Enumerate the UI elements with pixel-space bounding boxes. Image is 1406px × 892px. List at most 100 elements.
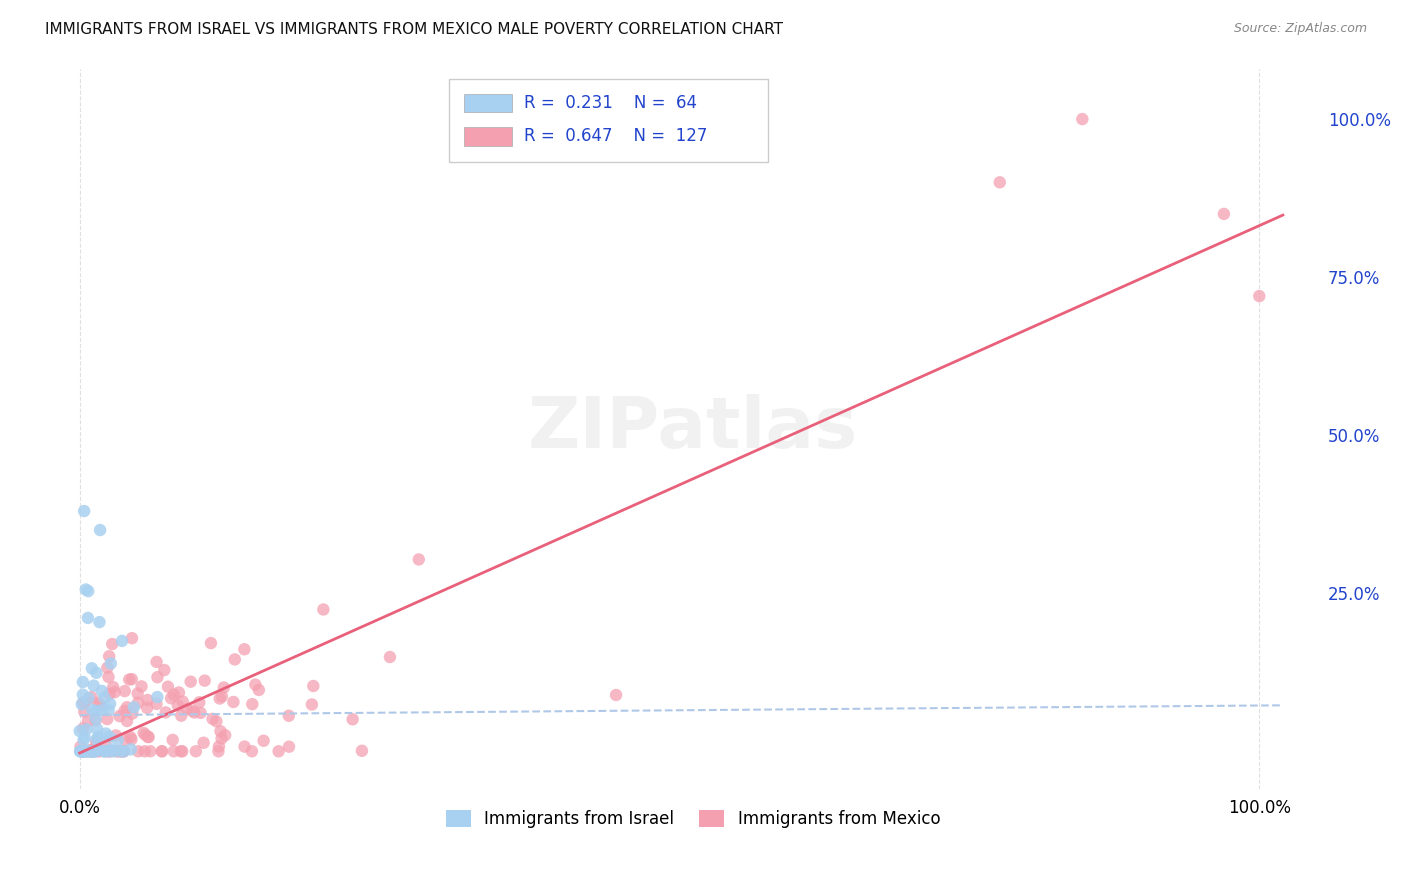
Point	[69, 744, 91, 758]
Point	[72, 733, 94, 747]
Point	[176, 702, 198, 716]
Point	[120, 730, 142, 744]
Point	[69, 724, 91, 739]
Text: Source: ZipAtlas.com: Source: ZipAtlas.com	[1233, 22, 1367, 36]
Point	[139, 744, 162, 758]
Point	[190, 706, 212, 720]
FancyBboxPatch shape	[464, 127, 512, 145]
Point	[80, 690, 103, 705]
Point	[170, 708, 193, 723]
Point	[111, 634, 134, 648]
Point	[76, 744, 98, 758]
Point	[205, 714, 228, 729]
Point	[201, 712, 224, 726]
Point	[100, 657, 122, 671]
Point	[145, 697, 167, 711]
Point	[93, 744, 115, 758]
Point	[86, 722, 108, 736]
FancyBboxPatch shape	[464, 94, 512, 112]
Point	[75, 582, 97, 597]
Point	[89, 615, 111, 629]
Point	[107, 733, 129, 747]
Point	[115, 700, 138, 714]
Point	[121, 672, 143, 686]
Point	[180, 674, 202, 689]
Point	[247, 682, 270, 697]
Point	[91, 703, 114, 717]
Point	[212, 681, 235, 695]
Point	[77, 744, 100, 758]
Point	[98, 649, 121, 664]
Point	[86, 742, 108, 756]
Point	[97, 670, 120, 684]
Point	[72, 744, 94, 758]
Point	[112, 744, 135, 758]
Point	[136, 701, 159, 715]
Legend: Immigrants from Israel, Immigrants from Mexico: Immigrants from Israel, Immigrants from …	[439, 804, 946, 835]
Point	[73, 705, 96, 719]
Point	[108, 709, 131, 723]
Point	[104, 728, 127, 742]
Point	[302, 679, 325, 693]
Point	[86, 665, 108, 680]
Point	[301, 698, 323, 712]
Point	[252, 733, 274, 747]
Point	[70, 744, 93, 758]
Text: ZIPatlas: ZIPatlas	[529, 394, 858, 463]
Point	[184, 744, 207, 758]
Point	[86, 733, 108, 747]
Point	[146, 690, 169, 704]
Point	[211, 731, 233, 746]
Point	[146, 670, 169, 684]
Point	[96, 661, 118, 675]
Point	[121, 706, 143, 721]
Point	[94, 744, 117, 758]
Point	[100, 744, 122, 758]
Point	[131, 679, 153, 693]
Point	[82, 744, 104, 758]
Point	[72, 744, 94, 758]
Point	[172, 694, 194, 708]
Point	[89, 698, 111, 712]
Point	[84, 714, 107, 728]
Point	[110, 744, 132, 758]
Point	[240, 744, 263, 758]
Point	[150, 744, 173, 758]
Point	[79, 744, 101, 758]
Point	[72, 696, 94, 710]
Point	[209, 724, 232, 739]
Point	[104, 685, 127, 699]
Point	[84, 712, 107, 726]
Point	[82, 744, 104, 758]
Point	[94, 726, 117, 740]
Point	[84, 744, 107, 758]
Point	[94, 736, 117, 750]
Point	[98, 744, 121, 758]
Point	[121, 631, 143, 645]
Point	[83, 679, 105, 693]
Point	[98, 744, 121, 758]
Point	[267, 744, 290, 758]
Point	[90, 684, 112, 698]
Point	[75, 744, 97, 758]
Point	[162, 732, 184, 747]
Point	[77, 611, 100, 625]
Point	[97, 703, 120, 717]
Point	[98, 687, 121, 701]
Point	[233, 739, 256, 754]
Point	[312, 602, 335, 616]
Point	[79, 744, 101, 758]
Point	[214, 728, 236, 742]
Point	[127, 744, 149, 758]
Point	[166, 698, 188, 713]
Point	[127, 687, 149, 701]
Point	[107, 744, 129, 758]
Point	[132, 726, 155, 740]
Point	[80, 743, 103, 757]
Point	[134, 744, 156, 758]
Point	[86, 732, 108, 747]
Point	[82, 703, 104, 717]
Point	[170, 744, 193, 758]
Point	[114, 704, 136, 718]
Point	[93, 690, 115, 705]
